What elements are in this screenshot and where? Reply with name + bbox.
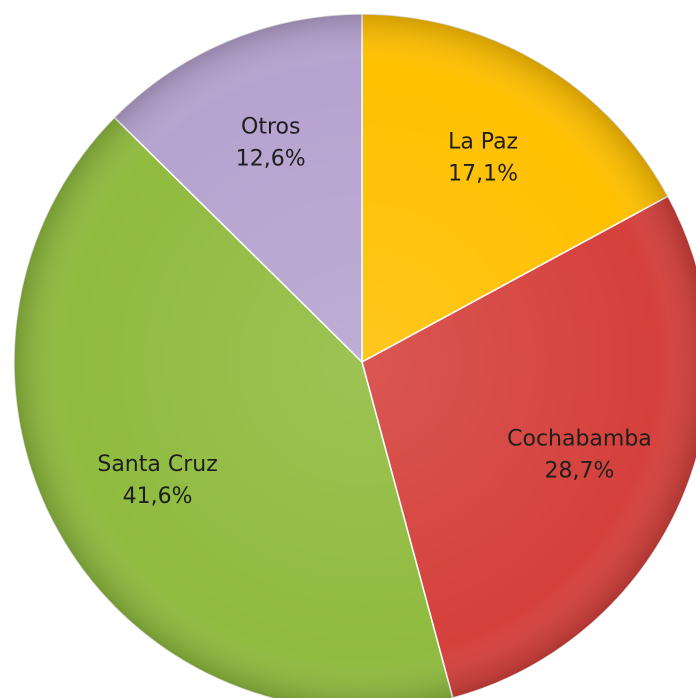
slice-value-label: 12,6% <box>236 147 306 172</box>
slice-label: Otros <box>241 115 300 140</box>
slice-value-label: 41,6% <box>123 484 193 509</box>
slice-label: La Paz <box>448 130 518 155</box>
slice-value-label: 17,1% <box>448 162 518 187</box>
slice-label: Santa Cruz <box>97 452 217 477</box>
slice-value-label: 28,7% <box>545 458 615 483</box>
slice-label: Cochabamba <box>507 426 652 451</box>
